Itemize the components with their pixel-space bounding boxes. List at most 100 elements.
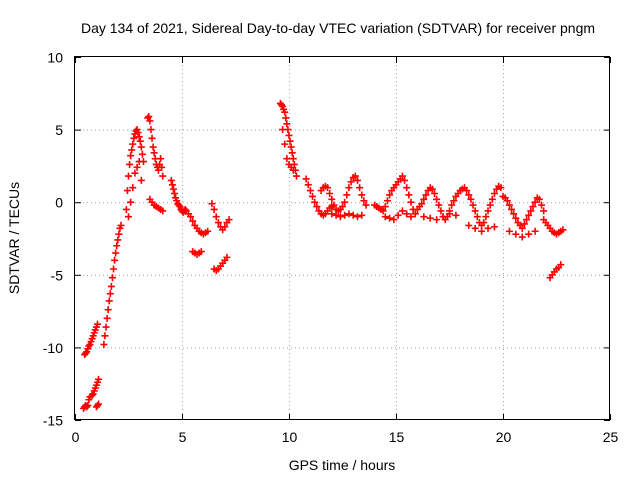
data-point (488, 195, 496, 203)
data-point (420, 213, 428, 221)
data-point (523, 216, 531, 224)
data-point (356, 184, 364, 192)
data-point (123, 187, 131, 195)
data-point (115, 230, 123, 238)
chart-title: Day 134 of 2021, Sidereal Day-to-day VTE… (81, 20, 595, 36)
data-point (287, 143, 295, 151)
data-point (525, 211, 533, 219)
data-point (221, 223, 229, 231)
data-point (490, 189, 498, 197)
x-tick-labels: 0 5 10 15 20 25 (72, 429, 619, 445)
data-point (437, 207, 445, 215)
data-point (525, 230, 533, 238)
data-point (208, 200, 216, 208)
data-point (446, 210, 453, 218)
data-point (336, 213, 344, 221)
data-point (478, 227, 486, 235)
x-tick-label: 20 (496, 429, 512, 445)
data-point (465, 191, 473, 199)
data-point (288, 149, 296, 157)
data-point (403, 210, 411, 218)
data-point (103, 314, 111, 322)
data-point (281, 108, 289, 116)
x-tick-label: 25 (603, 429, 619, 445)
data-point (480, 219, 488, 227)
data-point (439, 213, 447, 221)
data-point (520, 220, 528, 228)
data-point (482, 213, 490, 221)
data-point (292, 172, 300, 180)
data-point (197, 248, 205, 256)
data-point (181, 205, 189, 213)
data-point (187, 213, 195, 221)
y-tick-label: 5 (55, 122, 63, 138)
data-point (84, 401, 92, 409)
data-point (114, 236, 122, 244)
x-tick-label: 15 (389, 429, 405, 445)
data-point (358, 211, 366, 219)
data-point (100, 340, 108, 348)
data-point (168, 181, 176, 189)
data-point (332, 211, 340, 219)
data-point (149, 143, 157, 151)
data-point (398, 172, 406, 180)
data-point (471, 224, 479, 232)
data-point (137, 143, 145, 151)
data-point (125, 213, 132, 221)
data-point (145, 113, 153, 121)
data-point (158, 163, 166, 171)
data-point (345, 210, 353, 218)
data-point (362, 201, 370, 209)
data-point (83, 403, 91, 411)
data-point (106, 290, 114, 298)
data-point (102, 323, 110, 331)
axis-ticks (75, 57, 611, 421)
data-point (110, 265, 118, 273)
data-point (505, 227, 513, 235)
data-point (527, 207, 535, 215)
data-point (286, 137, 294, 145)
data-point (88, 391, 96, 399)
data-point (95, 375, 103, 383)
data-point (107, 282, 115, 290)
data-point (148, 134, 156, 142)
y-tick-label: 0 (55, 195, 63, 211)
data-point (405, 191, 413, 199)
data-point (136, 137, 144, 145)
data-point (433, 216, 441, 224)
data-point (326, 189, 334, 197)
data-point (467, 195, 475, 203)
data-point (465, 221, 473, 229)
data-point (353, 213, 361, 221)
data-point (341, 198, 349, 206)
data-point (146, 117, 154, 125)
data-point (529, 203, 537, 211)
data-point (330, 201, 338, 209)
data-points (80, 99, 567, 412)
data-point (469, 201, 477, 209)
data-point (463, 187, 471, 195)
data-point (353, 176, 361, 184)
data-point (484, 207, 492, 215)
data-point (471, 207, 479, 215)
data-point (95, 400, 103, 408)
data-point (557, 261, 565, 269)
data-point (386, 214, 394, 222)
data-point (428, 185, 436, 193)
data-point (339, 203, 346, 211)
y-tick-labels: 10 5 0 -5 -10 -15 (43, 50, 63, 429)
y-tick-label: -5 (51, 267, 64, 283)
data-point (104, 306, 112, 314)
data-point (212, 213, 220, 221)
data-point (347, 178, 355, 186)
plot-frame (74, 56, 610, 420)
data-point (435, 201, 443, 209)
data-point (135, 133, 143, 141)
data-point (285, 131, 293, 139)
data-point (283, 155, 291, 163)
data-point (289, 166, 297, 174)
data-point (484, 224, 492, 232)
data-point (538, 201, 546, 209)
data-point (111, 256, 119, 264)
data-point (302, 175, 310, 183)
